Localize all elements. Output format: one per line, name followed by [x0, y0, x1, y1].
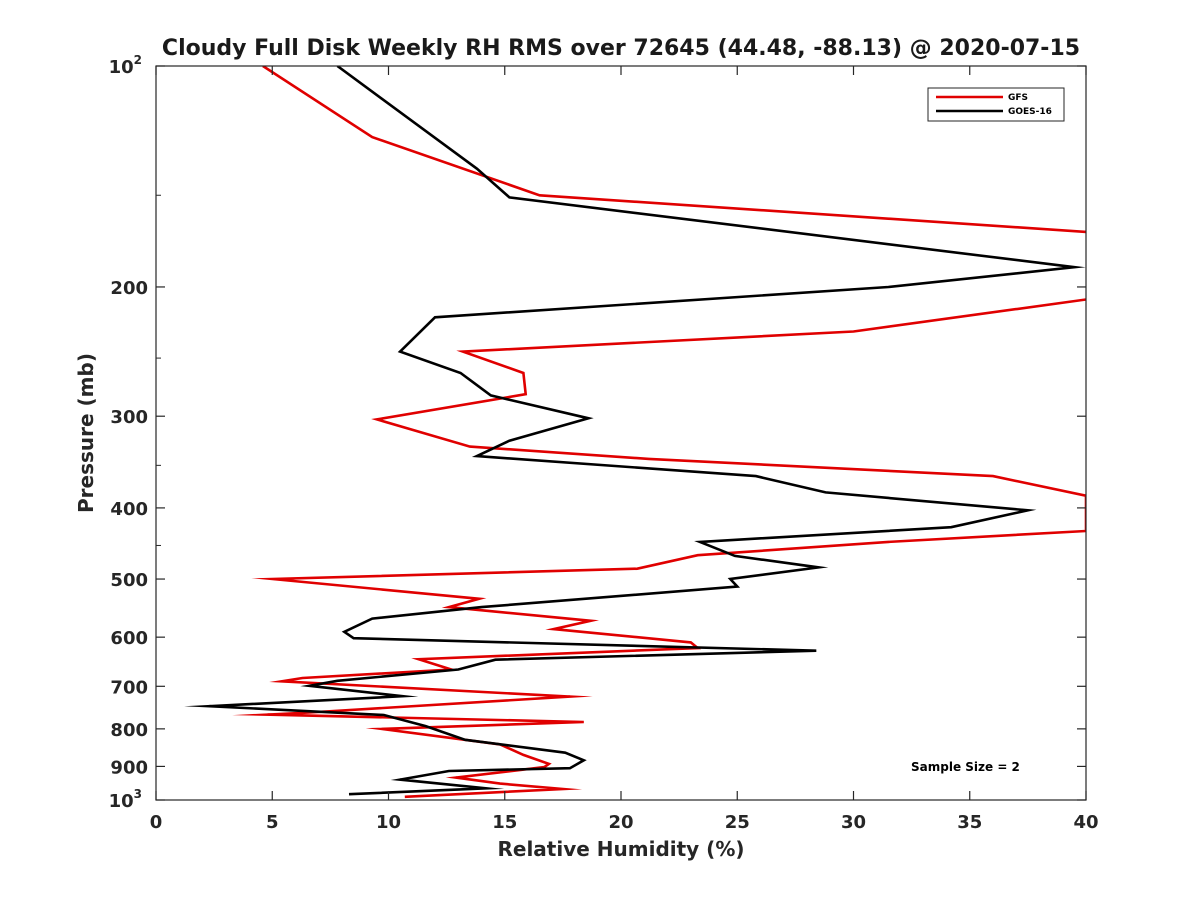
- y-tick-label: 500: [110, 570, 148, 591]
- series-line-gfs: [232, 66, 1086, 799]
- y-tick-label: 900: [110, 757, 148, 778]
- x-tick-label: 10: [376, 812, 401, 833]
- y-tick-label: 600: [110, 628, 148, 649]
- x-tick-label: 0: [150, 812, 163, 833]
- series-line-goes-16: [184, 66, 1086, 796]
- legend-box: [927, 87, 1065, 122]
- y-tick-label: 400: [110, 499, 148, 520]
- y-tick-label: 103: [109, 787, 142, 812]
- sample-size-annotation: Sample Size = 2: [911, 760, 1020, 774]
- x-tick-label: 20: [608, 812, 633, 833]
- x-tick-label: 35: [957, 812, 982, 833]
- y-axis: 102 200 300 400 500 600 700 800 900 103: [109, 53, 1086, 812]
- legend: GFS GOES-16: [927, 87, 1065, 122]
- x-axis-label: Relative Humidity (%): [497, 837, 744, 861]
- y-tick-label: 800: [110, 720, 148, 741]
- legend-label: GFS: [1008, 93, 1028, 103]
- chart-title: Cloudy Full Disk Weekly RH RMS over 7264…: [162, 36, 1080, 61]
- y-axis-label: Pressure (mb): [74, 353, 98, 513]
- plot-area-frame: [155, 65, 1087, 801]
- x-tick-label: 15: [492, 812, 517, 833]
- y-tick-label: 102: [109, 53, 142, 78]
- x-tick-label: 5: [266, 812, 279, 833]
- x-axis: 0 5 10 15 20 25 30 35 40: [150, 66, 1099, 833]
- x-tick-label: 30: [841, 812, 866, 833]
- x-tick-label: 40: [1073, 812, 1098, 833]
- y-tick-label: 200: [110, 278, 148, 299]
- y-tick-label: 300: [110, 407, 148, 428]
- y-tick-label: 700: [110, 677, 148, 698]
- series-layer: [184, 66, 1086, 799]
- legend-label: GOES-16: [1008, 107, 1052, 117]
- x-tick-label: 25: [725, 812, 750, 833]
